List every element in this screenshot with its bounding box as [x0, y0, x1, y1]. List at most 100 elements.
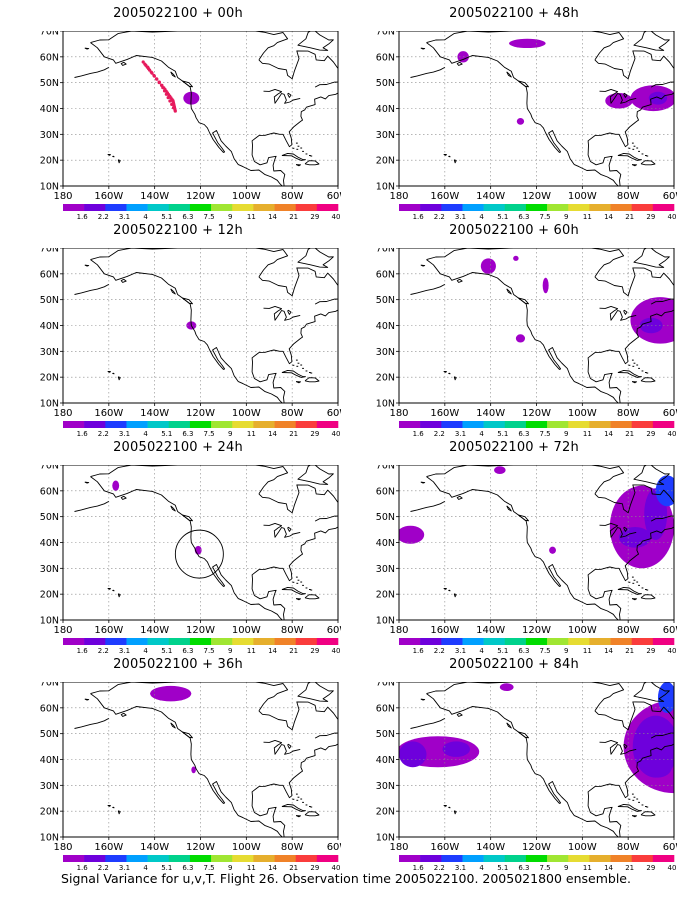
map-svg: 10N 20N 30N 40N 50N 60N 70N 180 160W 140W 120W 100W… — [376, 678, 686, 873]
colorbar-swatch — [610, 638, 632, 645]
lat-tick-label: 30N — [40, 781, 59, 792]
lon-tick-label: 180 — [389, 408, 408, 419]
lon-tick-label: 160W — [94, 191, 123, 202]
map-svg: 10N 20N 30N 40N 50N 60N 70N 180 160W 140W 120W 100W… — [40, 27, 350, 222]
colorbar-swatch — [399, 204, 421, 211]
colorbar-label: 14 — [268, 864, 277, 872]
lon-tick-label: 140W — [140, 842, 169, 853]
colorbar-swatch — [168, 638, 191, 645]
lon-tick-label: 140W — [476, 191, 505, 202]
lon-tick-label: 120W — [522, 842, 551, 853]
lat-tick-label: 40N — [376, 755, 395, 766]
lat-tick-label: 50N — [376, 78, 395, 89]
colorbar-label: 21 — [289, 864, 298, 872]
lat-tick-label: 60N — [376, 269, 395, 280]
colorbar-swatch — [547, 638, 569, 645]
colorbar-label: 9 — [564, 213, 568, 221]
colorbar-label: 4 — [143, 647, 148, 655]
colorbar: 1.6 2.2 3.1 4 5.1 6.3 7.5 9 11 14 21 29 40 — [63, 855, 340, 872]
colorbar-label: 14 — [268, 213, 277, 221]
colorbar-swatch — [84, 638, 106, 645]
variance-blob — [399, 525, 425, 544]
track-point — [157, 81, 161, 85]
colorbar-swatch — [652, 855, 675, 862]
colorbar-label: 2.2 — [98, 864, 109, 872]
colorbar-label: 7.5 — [540, 430, 551, 438]
colorbar-label: 1.6 — [77, 213, 89, 221]
variance-blob — [515, 334, 526, 343]
colorbar-swatch — [483, 204, 506, 211]
lat-tick-label: 30N — [376, 781, 395, 792]
variance-blob — [499, 683, 514, 692]
colorbar-swatch — [253, 855, 275, 862]
colorbar-label: 21 — [289, 647, 298, 655]
lat-tick-label: 40N — [40, 538, 59, 549]
colorbar-label: 3.1 — [119, 647, 130, 655]
panel-title: 2005022100 + 24h — [113, 440, 243, 455]
colorbar-swatch — [295, 638, 318, 645]
colorbar-swatch — [253, 638, 275, 645]
lon-tick-label: 60W — [327, 191, 341, 202]
colorbar-label: 6.3 — [182, 430, 193, 438]
lon-tick-label: 80W — [617, 625, 640, 636]
colorbar-swatch — [504, 855, 527, 862]
lat-tick-label: 40N — [376, 538, 395, 549]
colorbar-label: 5.1 — [497, 864, 508, 872]
colorbar-swatch — [232, 421, 254, 428]
lat-tick-label: 60N — [376, 486, 395, 497]
colorbar-label: 9 — [564, 647, 568, 655]
variance-blob — [480, 258, 496, 274]
colorbar-swatch — [631, 421, 654, 428]
colorbar-label: 9 — [228, 213, 232, 221]
colorbar-label: 2.2 — [434, 864, 445, 872]
lon-tick-label: 100W — [568, 842, 597, 853]
variance-blob — [648, 91, 668, 105]
lon-tick-label: 140W — [140, 625, 169, 636]
variance-blob — [542, 277, 549, 294]
map-svg: 10N 20N 30N 40N 50N 60N 70N 180 160W 140W 120W 100W… — [40, 244, 350, 439]
colorbar-swatch — [295, 421, 318, 428]
colorbar: 1.6 2.2 3.1 4 5.1 6.3 7.5 9 11 14 21 29 40 — [399, 421, 676, 438]
colorbar-label: 40 — [332, 430, 341, 438]
colorbar-swatch — [84, 421, 106, 428]
lon-tick-label: 140W — [476, 842, 505, 853]
colorbar-label: 6.3 — [182, 647, 193, 655]
colorbar-swatch — [462, 421, 484, 428]
track-point — [171, 106, 176, 110]
colorbar: 1.6 2.2 3.1 4 5.1 6.3 7.5 9 11 14 21 29 40 — [399, 855, 676, 872]
colorbar-label: 1.6 — [413, 430, 425, 438]
colorbar-label: 29 — [646, 430, 655, 438]
colorbar-label: 40 — [332, 213, 341, 221]
map-plot: 10N 20N 30N 40N 50N 60N 70N 180 160W 140W 120W 100W… — [371, 244, 686, 444]
colorbar-label: 7.5 — [540, 647, 551, 655]
variance-blob — [619, 527, 652, 548]
lon-tick-label: 80W — [281, 408, 304, 419]
lon-tick-label: 120W — [186, 842, 215, 853]
track-point — [146, 65, 150, 69]
colorbar-swatch — [420, 204, 442, 211]
colorbar-swatch — [504, 421, 527, 428]
lat-tick-label: 20N — [376, 156, 395, 167]
map-svg: 10N 20N 30N 40N 50N 60N 70N 180 160W 140W 120W 100W… — [376, 244, 686, 439]
colorbar-swatch — [483, 855, 506, 862]
colorbar-swatch — [441, 204, 463, 211]
colorbar-swatch — [399, 421, 421, 428]
lon-tick-label: 180 — [389, 191, 408, 202]
variance-blob — [516, 118, 525, 125]
colorbar-swatch — [652, 421, 675, 428]
map-svg: 10N 20N 30N 40N 50N 60N 70N 180 160W 140W 120W 100W… — [40, 461, 350, 656]
colorbar-label: 1.6 — [77, 864, 89, 872]
colorbar-swatch — [211, 204, 233, 211]
lon-tick-label: 100W — [232, 191, 261, 202]
lat-tick-label: 40N — [40, 104, 59, 115]
colorbar-swatch — [232, 204, 254, 211]
colorbar-swatch — [147, 204, 170, 211]
lat-tick-label: 60N — [40, 703, 59, 714]
lat-tick-label: 30N — [376, 564, 395, 575]
colorbar-label: 40 — [668, 647, 677, 655]
colorbar-swatch — [211, 855, 233, 862]
colorbar: 1.6 2.2 3.1 4 5.1 6.3 7.5 9 11 14 21 29 40 — [63, 638, 340, 655]
colorbar-label: 21 — [625, 430, 634, 438]
colorbar-swatch — [589, 638, 611, 645]
colorbar-label: 11 — [247, 864, 256, 872]
